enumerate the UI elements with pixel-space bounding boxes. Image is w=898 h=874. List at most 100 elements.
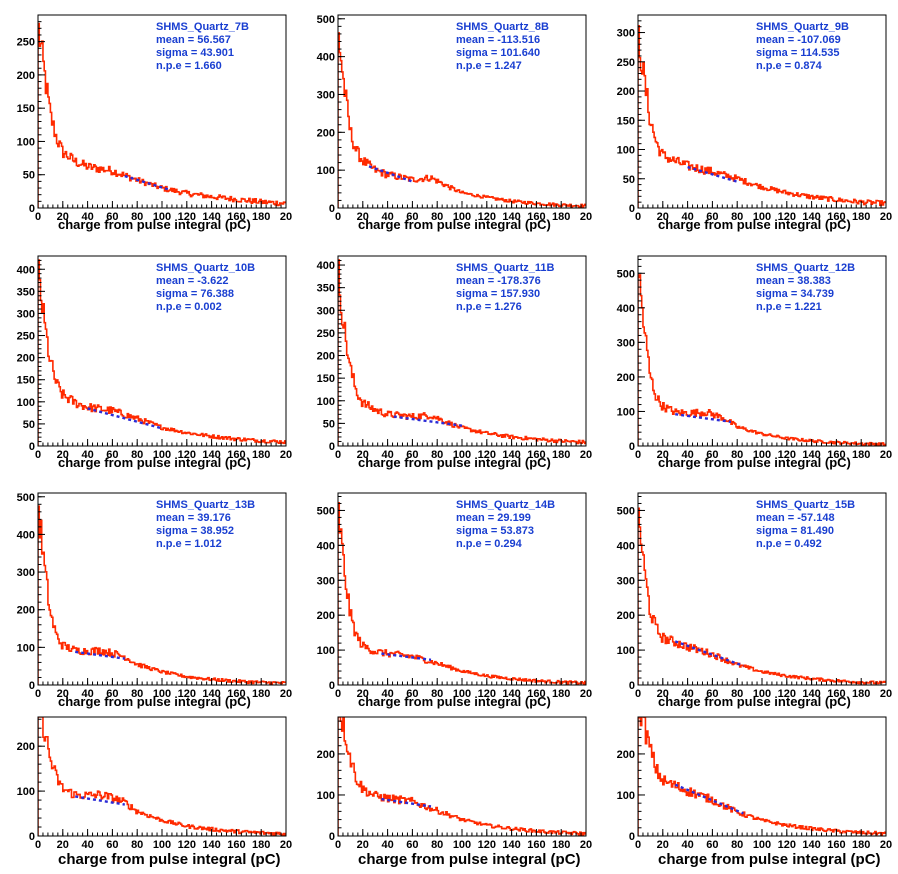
stats-mean: mean = -107.069 [756,34,841,46]
x-tick-label: 180 [552,688,570,700]
histogram-series [638,24,886,208]
x-tick-label: 80 [131,211,143,223]
x-tick-label: 100 [753,839,771,851]
x-tick-label: 80 [431,839,443,851]
x-tick-label: 100 [153,449,171,461]
histogram-series [38,259,286,446]
histogram-series [38,717,286,836]
y-tick-label: 0 [629,831,635,843]
x-tick-label: 120 [778,449,796,461]
x-tick-label: 120 [478,839,496,851]
x-tick-label: 0 [35,839,41,851]
y-tick-label: 200 [317,351,335,363]
plot-frame [637,716,887,837]
histogram-series [38,22,286,208]
histogram-series [338,259,586,446]
x-tick-label: 140 [202,449,220,461]
y-tick-label: 500 [17,492,35,504]
x-tick-label: 120 [178,449,196,461]
y-tick-label: 300 [317,575,335,587]
y-tick-label: 100 [317,165,335,177]
x-tick-label: 140 [802,449,820,461]
histogram-panel-1: 0 50 100 150 200 250 0 20 40 60 80 100 120 140 160 180 2… [17,14,292,232]
y-tick-label: 150 [17,375,35,387]
x-tick-label: 180 [252,449,270,461]
fit-line [368,165,413,183]
x-tick-label: 40 [681,688,693,700]
stats-sigma: sigma = 76.388 [156,288,234,300]
y-tick-label: 400 [617,303,635,315]
y-tick-label: 50 [323,418,335,430]
y-tick-label: 200 [317,127,335,139]
x-tick-label: 120 [478,449,496,461]
x-axis-label: charge from pulse integral (pC) [358,694,551,709]
stats-title: SHMS_Quartz_11B [456,262,554,274]
x-tick-label: 20 [280,211,292,223]
x-tick-label: 60 [106,688,118,700]
y-tick-label: 0 [329,441,335,453]
histogram-panel-3: 0 50 100 150 200 250 300 0 20 40 60 80 100 120 140 160 1… [617,14,892,232]
x-tick-label: 80 [131,688,143,700]
x-tick-label: 100 [453,449,471,461]
x-tick-label: 100 [753,449,771,461]
x-tick-label: 100 [453,211,471,223]
x-tick-label: 180 [552,449,570,461]
x-axis-label: charge from pulse integral (pC) [658,217,851,232]
x-tick-label: 160 [827,449,845,461]
histogram-series [638,717,886,836]
histogram-panel-10: 0 100 200 0 20 40 60 80 100 120 140 160 180 20charge … [17,716,292,868]
y-tick-label: 50 [623,174,635,186]
stats-title: SHMS_Quartz_13B [156,499,255,511]
fit-line [674,640,744,667]
y-tick-label: 100 [617,406,635,418]
y-tick-label: 100 [17,397,35,409]
histogram-series [338,32,586,208]
x-axis-label: charge from pulse integral (pC) [58,455,251,470]
y-tick-label: 500 [317,505,335,517]
y-tick-label: 150 [17,103,35,115]
fit-line [75,795,125,806]
x-tick-label: 0 [635,449,641,461]
fit-line [674,783,744,815]
x-tick-label: 80 [731,211,743,223]
stats-npe: n.p.e = 1.276 [456,301,522,313]
x-tick-label: 20 [357,688,369,700]
x-tick-label: 180 [252,211,270,223]
x-tick-label: 140 [202,688,220,700]
y-tick-label: 250 [617,57,635,69]
stats-mean: mean = -178.376 [456,275,541,287]
x-tick-label: 140 [202,839,220,851]
stats-mean: mean = 29.199 [456,512,531,524]
x-tick-label: 80 [131,449,143,461]
y-tick-label: 250 [17,37,35,49]
x-tick-label: 20 [57,688,69,700]
x-tick-label: 160 [227,449,245,461]
y-tick-label: 150 [617,115,635,127]
y-tick-label: 500 [317,14,335,26]
stats-sigma: sigma = 53.873 [456,525,534,537]
fit-line [381,652,432,662]
x-tick-label: 160 [827,688,845,700]
x-tick-label: 120 [778,211,796,223]
y-tick-label: 0 [629,203,635,215]
x-tick-label: 180 [552,211,570,223]
y-tick-label: 300 [317,89,335,101]
x-tick-label: 20 [280,688,292,700]
histogram-panel-6: 0 100 200 300 400 500 0 20 40 60 80 100 120 140 160 180… [617,255,892,470]
x-tick-label: 0 [335,449,341,461]
y-tick-label: 0 [329,680,335,692]
x-tick-label: 140 [802,839,820,851]
x-tick-label: 60 [706,449,718,461]
x-tick-label: 60 [406,839,418,851]
y-tick-label: 200 [17,605,35,617]
x-tick-label: 120 [178,839,196,851]
stats-npe: n.p.e = 1.012 [156,538,222,550]
x-tick-label: 40 [81,449,93,461]
histogram-panel-11: 0 100 200 0 20 40 60 80 100 120 140 160 180 20charge … [317,716,592,868]
y-tick-label: 400 [317,260,335,272]
stats-npe: n.p.e = 1.660 [156,60,222,72]
x-tick-label: 0 [35,688,41,700]
x-tick-label: 100 [453,688,471,700]
stats-title: SHMS_Quartz_14B [456,499,555,511]
histogram-panel-7: 0 100 200 300 400 500 0 20 40 60 80 100 120 140 160 180… [17,492,292,709]
